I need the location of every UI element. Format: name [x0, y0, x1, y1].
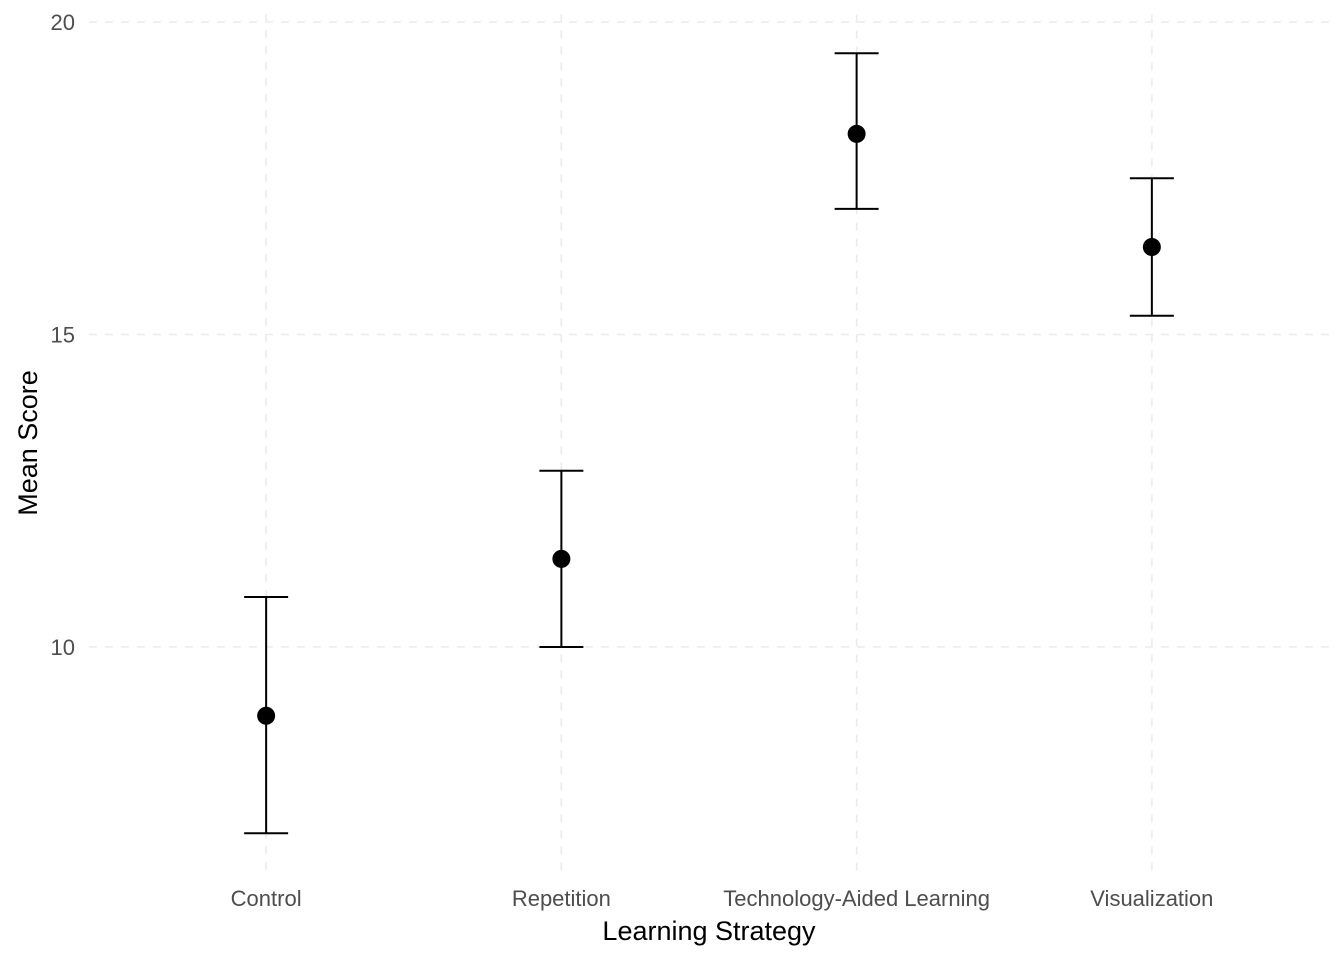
y-axis-label: Mean Score: [13, 370, 43, 516]
y-tick-labels: 10 15 20: [51, 10, 75, 660]
y-tick-label: 10: [51, 635, 75, 660]
mean-point: [257, 706, 276, 725]
errorbar-repetition: [539, 469, 584, 648]
mean-point: [552, 549, 571, 568]
x-axis-label: Learning Strategy: [602, 916, 816, 946]
x-tick-label: Repetition: [512, 886, 611, 911]
y-tick-label: 15: [51, 323, 75, 348]
errorbar-visualization: [1129, 177, 1174, 317]
x-tick-label: Technology-Aided Learning: [723, 886, 990, 911]
mean-point: [847, 124, 866, 143]
errorbar-control: [244, 596, 289, 835]
mean-point: [1142, 238, 1161, 256]
x-tick-labels: Control Repetition Technology-Aided Learni…: [231, 886, 1214, 911]
errorbar-technology-aided-learning: [834, 52, 879, 210]
grid: [89, 14, 1329, 872]
x-tick-label: Control: [231, 886, 302, 911]
y-tick-label: 20: [51, 10, 75, 35]
data-marks: [244, 52, 1174, 835]
x-tick-label: Visualization: [1090, 886, 1213, 911]
